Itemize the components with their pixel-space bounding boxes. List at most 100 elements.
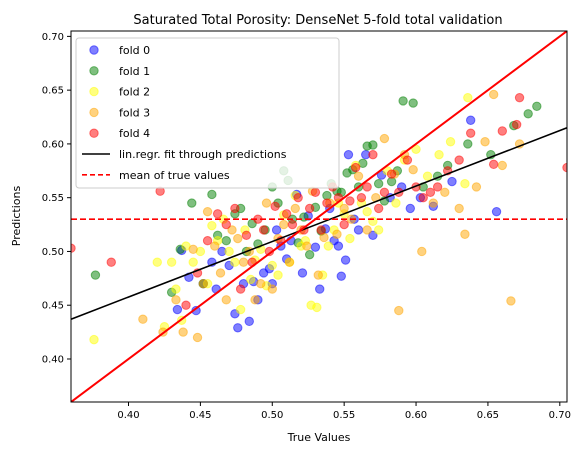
point-fold-0-23 [297,268,308,278]
point-fold-3-42 [440,187,450,198]
identity-line [71,31,567,402]
point-fold-3-21 [284,257,295,267]
legend-marker-fold-4 [89,128,99,138]
point-fold-3-6 [198,279,208,289]
point-fold-2-13 [224,246,234,257]
point-fold-4-23 [316,225,326,235]
point-fold-4-6 [212,209,223,219]
point-fold-4-43 [454,155,464,165]
point-fold-1-7 [221,236,231,246]
y-axis-label: Predictions [10,186,23,247]
point-fold-4-17 [281,209,292,219]
point-fold-2-15 [235,304,246,315]
point-fold-3-18 [267,284,277,294]
point-fold-4-24 [322,198,332,208]
x-tick-label: 0.45 [189,410,211,421]
point-fold-3-40 [417,246,427,257]
legend-marker-fold-1 [89,66,99,76]
point-fold-0-30 [333,241,344,251]
point-fold-3-15 [250,295,260,305]
point-fold-4-48 [514,92,525,103]
point-fold-4-29 [350,162,361,173]
point-fold-4-27 [339,219,349,230]
point-fold-0-46 [491,206,502,217]
point-fold-3-17 [261,198,272,208]
point-fold-2-21 [267,260,277,271]
point-fold-3-9 [215,268,226,278]
x-tick-label: 0.50 [261,410,283,421]
point-fold-1-33 [368,140,378,150]
point-fold-0-37 [368,230,378,241]
legend-frame [75,37,340,189]
fit-line [71,127,567,320]
legend-marker-fold-3 [89,107,99,118]
point-fold-2-38 [362,206,372,217]
point-fold-2-45 [422,171,433,181]
point-fold-3-8 [210,241,220,251]
x-axis-label: True Values [287,431,351,444]
point-fold-0-18 [271,225,282,235]
point-fold-2-3 [166,257,177,267]
point-fold-0-0 [172,304,183,315]
point-fold-2-40 [373,225,384,235]
point-fold-3-11 [227,225,237,235]
point-fold-3-24 [302,241,312,251]
point-fold-3-0 [138,314,148,324]
legend-label-fold-2: fold 2 [119,86,150,99]
point-fold-4-44 [465,128,476,138]
point-fold-4-13 [258,225,269,235]
point-fold-2-17 [246,274,256,285]
point-fold-1-0 [90,270,101,280]
point-fold-1-39 [408,98,418,108]
point-fold-3-44 [460,229,470,239]
y-tick-label: 0.45 [42,301,64,312]
point-fold-2-0 [89,334,99,345]
point-fold-1-38 [398,96,408,106]
point-fold-4-40 [425,187,436,198]
point-fold-3-30 [339,203,349,214]
point-fold-3-7 [202,206,213,217]
point-fold-1-47 [532,101,542,111]
point-fold-3-13 [238,257,249,267]
point-fold-4-22 [310,187,321,198]
point-fold-3-48 [497,160,507,171]
point-fold-4-5 [202,236,213,246]
point-fold-4-34 [379,187,390,198]
point-fold-2-4 [171,284,181,294]
x-tick-label: 0.60 [405,410,427,421]
point-fold-3-26 [313,270,323,280]
point-fold-3-32 [353,171,364,181]
point-fold-3-22 [290,203,300,214]
point-fold-3-33 [362,225,372,235]
x-tick-label: 0.55 [333,410,355,421]
series-fold-4 [71,92,567,310]
point-fold-4-31 [362,182,372,192]
legend-label-mean-line: mean of true values [119,169,230,182]
point-fold-4-46 [497,126,507,136]
point-fold-3-10 [221,295,231,305]
point-fold-4-39 [418,192,428,203]
point-fold-3-46 [480,137,490,147]
legend-marker-fold-0 [89,45,99,55]
point-fold-0-45 [465,115,476,125]
legend-label-fold-1: fold 1 [119,65,150,78]
point-fold-1-46 [523,109,533,119]
point-fold-0-26 [315,284,325,294]
reference-lines [71,31,567,402]
legend-label-fold-3: fold 3 [119,106,150,119]
point-fold-3-43 [454,203,464,214]
point-fold-2-22 [273,270,283,280]
point-fold-4-47 [511,119,522,130]
point-fold-4-7 [221,219,231,230]
point-fold-2-47 [445,137,456,147]
point-fold-1-5 [207,189,217,200]
point-fold-3-2 [171,295,181,305]
point-fold-0-25 [310,242,321,252]
x-tick-label: 0.40 [117,410,139,421]
point-fold-3-12 [233,233,243,244]
x-tick-label: 0.70 [549,410,571,421]
scatter-points [71,89,567,345]
legend-marker-fold-2 [89,86,99,97]
y-tick-label: 0.55 [42,193,64,204]
point-fold-0-32 [340,255,351,265]
